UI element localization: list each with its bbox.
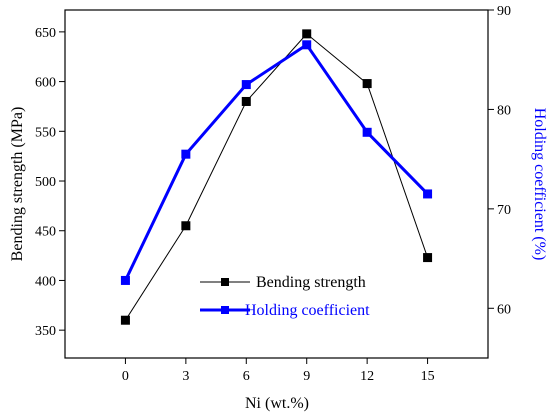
x-tick-label: 3 [182,369,189,384]
legend-label-bending: Bending strength [256,274,366,291]
left-tick-label: 450 [35,225,56,240]
legend-marker-bending [221,278,229,286]
x-tick-label: 12 [360,369,374,384]
right-axis-ticks: 60 70 80 90 [488,4,511,317]
x-tick-label: 15 [421,369,435,384]
x-tick-label: 9 [303,369,310,384]
right-tick-label: 70 [497,203,511,218]
right-axis-title: Holding coefficient (%) [531,108,548,261]
right-tick-label: 90 [497,4,511,19]
data-point-holding-coefficient [362,127,372,137]
data-point-bending-strength [241,96,251,106]
x-axis-title: Ni (wt.%) [245,395,309,412]
data-point-holding-coefficient [423,189,433,199]
plot-frame [64,9,489,359]
data-point-bending-strength [423,253,433,263]
legend: Bending strength Holding coefficient [200,274,370,319]
left-tick-label: 550 [35,125,56,140]
data-point-holding-coefficient [181,149,191,159]
data-point-bending-strength [362,79,372,89]
left-tick-label: 500 [35,175,56,190]
data-point-holding-coefficient [241,80,251,90]
series-line-bending-strength [125,33,429,321]
left-axis-title: Bending strength (MPa) [9,107,26,262]
data-point-bending-strength [302,29,312,39]
series-line-holding-coefficient [124,43,429,282]
left-axis-ticks: 350 400 450 500 550 600 650 [35,26,65,339]
data-point-holding-coefficient [120,275,130,285]
data-point-holding-coefficient [302,40,312,50]
series-layer [120,29,433,325]
x-tick-label: 0 [122,369,129,384]
left-tick-label: 400 [35,274,56,289]
legend-marker-holding [221,306,229,314]
x-axis-ticks: 0 3 6 9 12 15 [122,358,435,384]
right-tick-label: 80 [497,103,511,118]
left-tick-label: 650 [35,26,56,41]
x-tick-label: 6 [243,369,250,384]
right-tick-label: 60 [497,302,511,317]
left-tick-label: 600 [35,76,56,91]
data-point-bending-strength [181,221,191,231]
left-tick-label: 350 [35,324,56,339]
legend-label-holding: Holding coefficient [245,302,370,319]
data-point-bending-strength [120,315,130,325]
